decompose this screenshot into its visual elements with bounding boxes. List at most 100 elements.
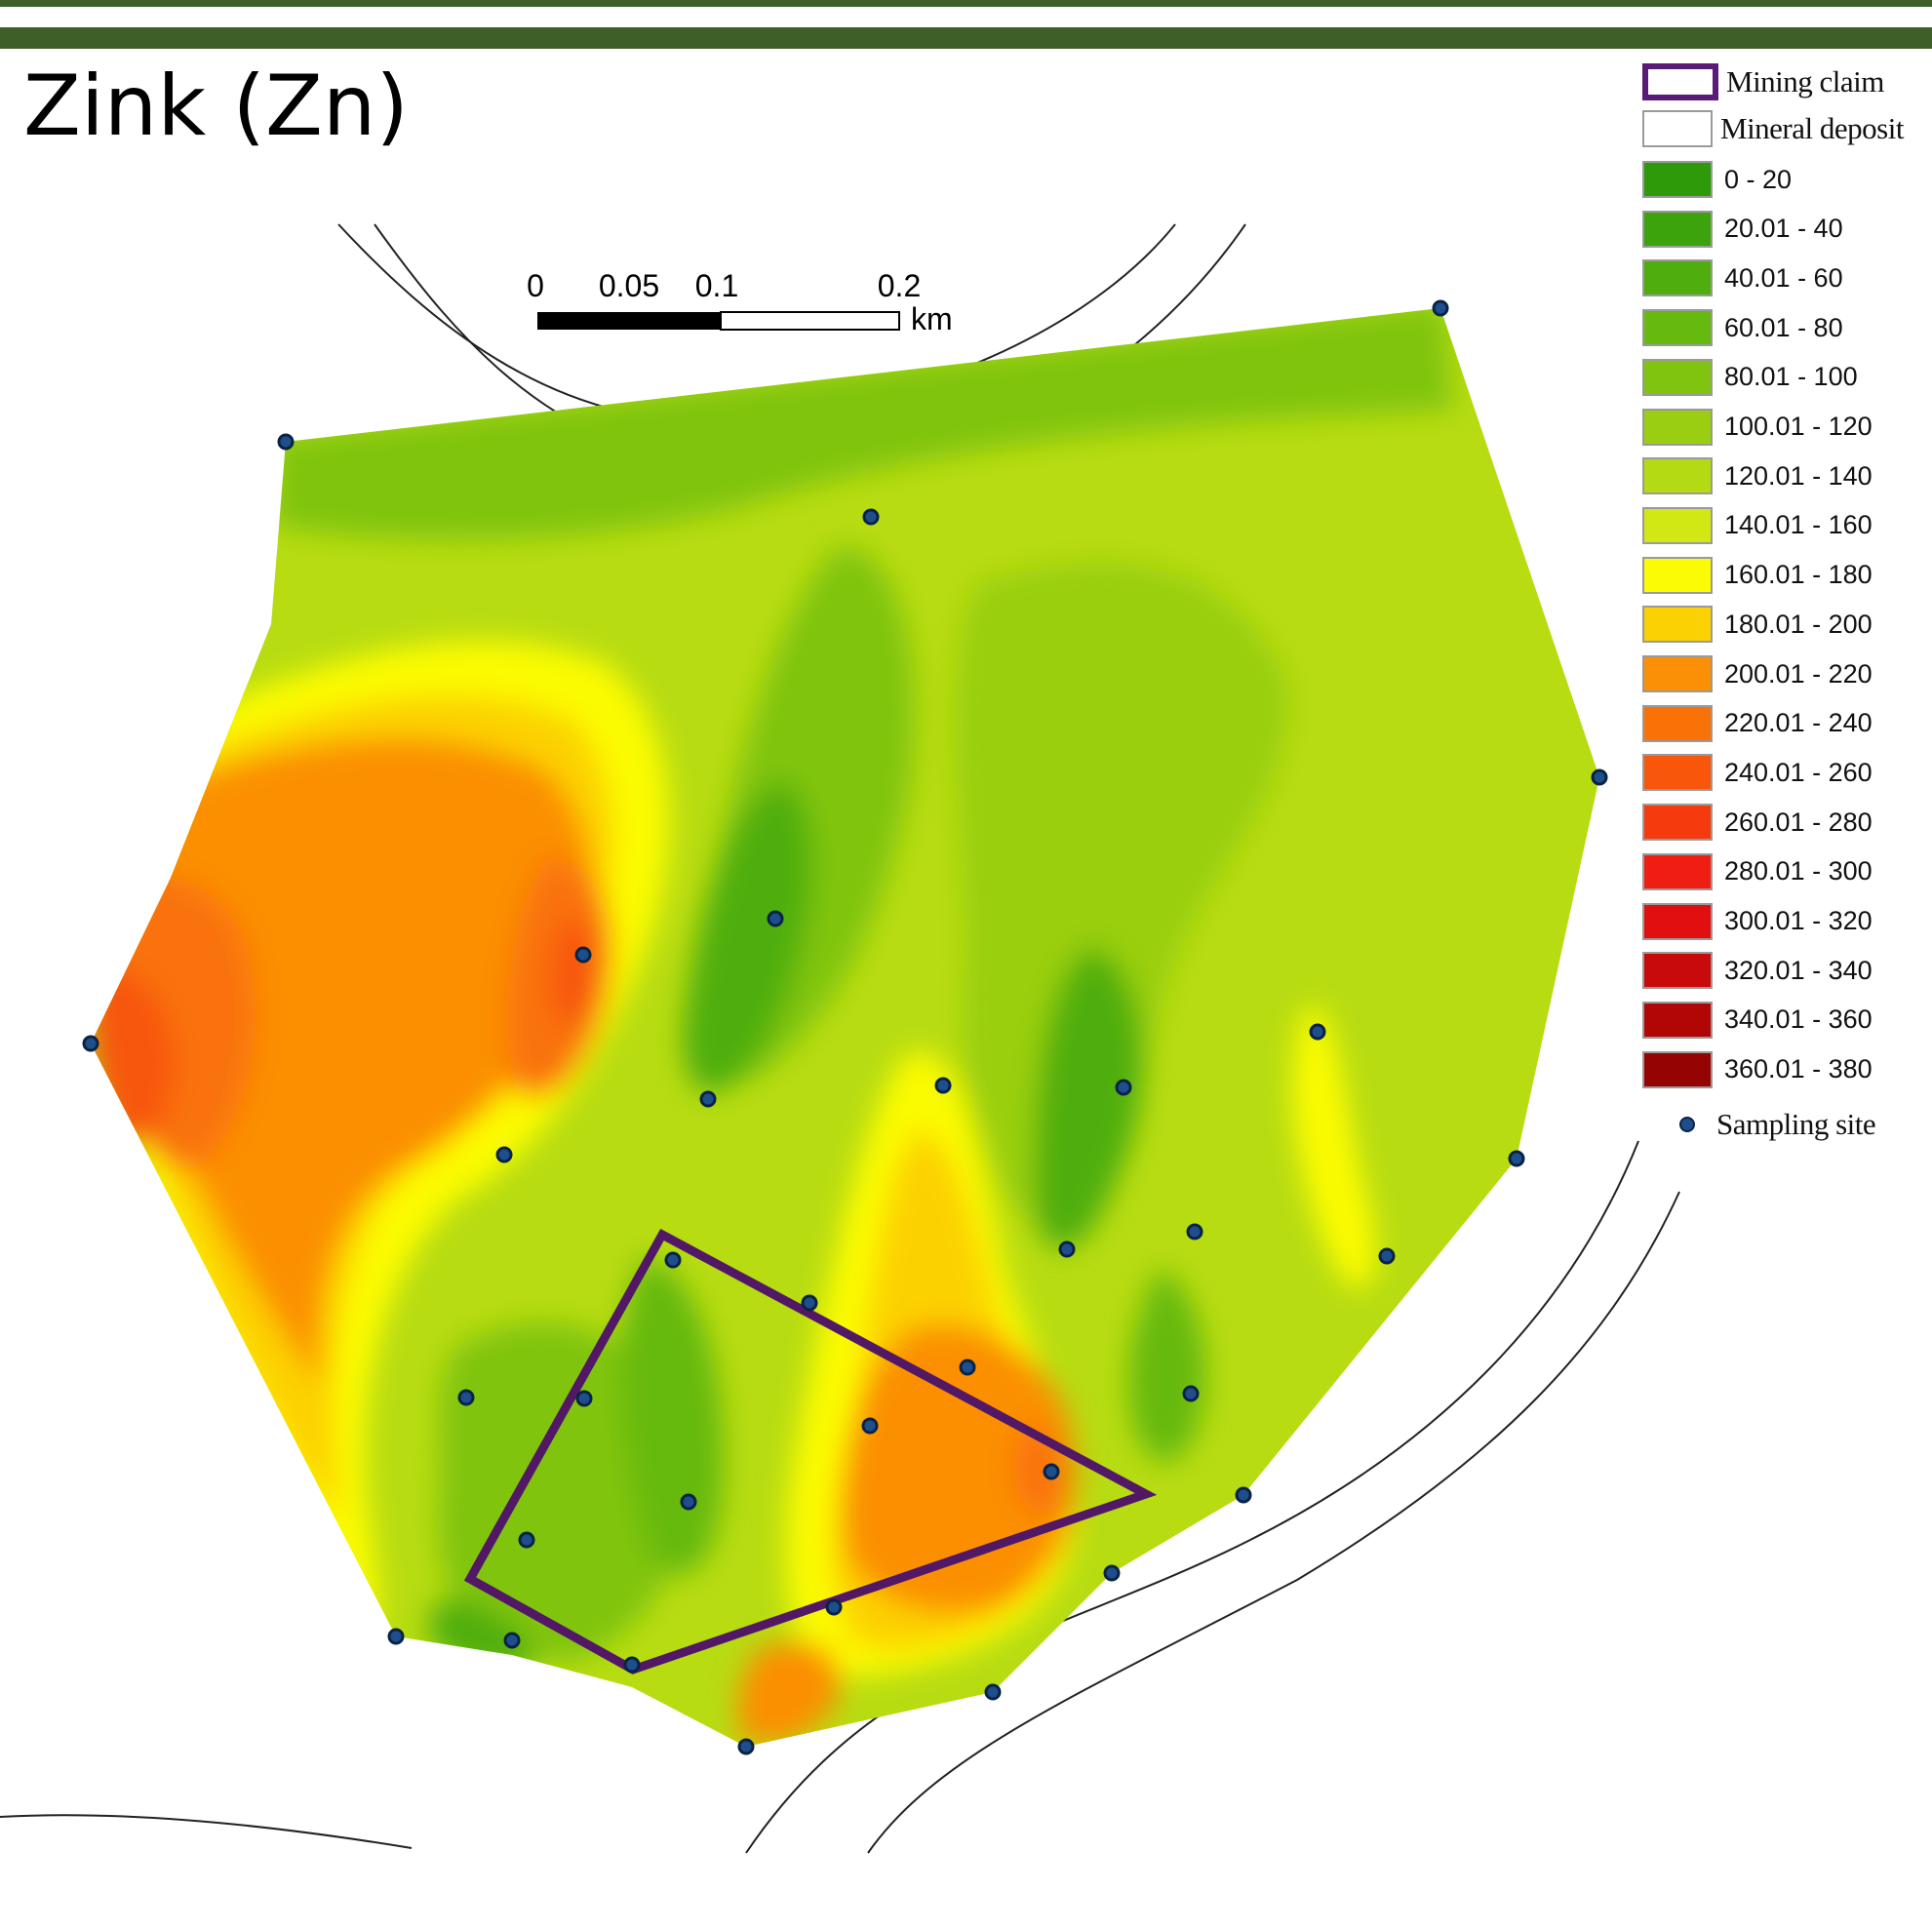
sampling-site[interactable] <box>1182 1385 1200 1402</box>
legend-label-class: 160.01 - 180 <box>1724 560 1873 590</box>
legend-item-class: 40.01 - 60 <box>1642 256 1843 299</box>
sampling-site[interactable] <box>984 1683 1002 1701</box>
legend-swatch-mining-claim <box>1642 63 1718 100</box>
sampling-site[interactable] <box>82 1035 99 1052</box>
sampling-site[interactable] <box>277 433 295 451</box>
scale-tick-0-2: 0.2 <box>878 268 921 303</box>
sampling-site[interactable] <box>1378 1247 1396 1265</box>
sampling-site[interactable] <box>387 1628 405 1645</box>
legend-item-class: 300.01 - 320 <box>1642 900 1873 943</box>
legend-item-class: 0 - 20 <box>1642 158 1792 201</box>
sampling-site[interactable] <box>1432 299 1449 317</box>
legend-label-class: 20.01 - 40 <box>1724 214 1843 244</box>
zone-central-green-core <box>683 780 812 1092</box>
top-banner <box>0 0 1932 49</box>
sampling-site[interactable] <box>1103 1564 1121 1582</box>
legend-item-class: 320.01 - 340 <box>1642 949 1873 992</box>
legend-item-class: 160.01 - 180 <box>1642 554 1873 597</box>
sampling-site[interactable] <box>1058 1241 1076 1258</box>
legend-swatch-class <box>1642 952 1713 990</box>
sampling-site[interactable] <box>1591 768 1608 786</box>
legend-item-class: 20.01 - 40 <box>1642 208 1843 251</box>
sampling-site[interactable] <box>699 1090 717 1108</box>
legend-swatch-class <box>1642 556 1713 594</box>
legend-item-class: 220.01 - 240 <box>1642 702 1873 745</box>
sampling-site[interactable] <box>1309 1023 1326 1041</box>
sampling-site[interactable] <box>457 1389 475 1406</box>
sampling-site[interactable] <box>495 1146 513 1163</box>
legend-item-class: 140.01 - 160 <box>1642 504 1873 547</box>
legend-label-class: 40.01 - 60 <box>1724 262 1843 293</box>
zone-south-orange <box>737 1641 841 1744</box>
legend-label-mining-claim: Mining claim <box>1726 64 1884 98</box>
zinc-surface <box>91 308 1599 1747</box>
legend-swatch-class <box>1642 655 1713 692</box>
zone-east-green <box>955 562 1288 1229</box>
sampling-site[interactable] <box>623 1656 641 1674</box>
sampling-site[interactable] <box>737 1738 755 1755</box>
legend-item-class: 100.01 - 120 <box>1642 406 1873 449</box>
sampling-site[interactable] <box>861 1417 879 1435</box>
sampling-site[interactable] <box>574 946 592 964</box>
sampling-site[interactable] <box>1235 1486 1252 1504</box>
legend-label-class: 220.01 - 240 <box>1724 708 1873 738</box>
legend-item-sampling-site: Sampling site <box>1642 1103 1876 1146</box>
legend-item-mining-claim: Mining claim <box>1642 60 1884 103</box>
legend-swatch-class <box>1642 902 1713 940</box>
legend-label-mineral-deposit: Mineral deposit <box>1720 111 1904 145</box>
legend-label-class: 140.01 - 160 <box>1724 510 1873 540</box>
sampling-site[interactable] <box>959 1359 976 1376</box>
legend-swatch-class <box>1642 506 1713 544</box>
banner-stripe-top <box>0 0 1932 7</box>
sampling-site[interactable] <box>664 1251 682 1269</box>
legend-swatch-class <box>1642 606 1713 644</box>
legend-label-class: 360.01 - 380 <box>1724 1054 1873 1084</box>
sampling-site[interactable] <box>767 910 784 927</box>
sampling-site[interactable] <box>862 508 880 526</box>
legend-swatch-class <box>1642 457 1713 495</box>
legend-swatch-class <box>1642 754 1713 792</box>
sampling-site[interactable] <box>825 1598 843 1616</box>
legend-label-class: 340.01 - 360 <box>1724 1004 1873 1035</box>
sampling-site[interactable] <box>1115 1079 1132 1096</box>
legend-item-class: 240.01 - 260 <box>1642 751 1873 794</box>
legend-swatch-class <box>1642 704 1713 742</box>
sampling-site[interactable] <box>503 1632 521 1649</box>
road-line-southeast-outer <box>867 1191 1680 1854</box>
legend-item-class: 280.01 - 300 <box>1642 850 1873 893</box>
scale-bar: 0 0.05 0.1 0.2 km <box>527 268 953 336</box>
zone-southeast-green-core <box>1128 1268 1206 1463</box>
legend-label-class: 100.01 - 120 <box>1724 412 1873 441</box>
sampling-site[interactable] <box>575 1390 593 1407</box>
legend-swatch-class <box>1642 408 1713 446</box>
legend-swatch-class <box>1642 852 1713 890</box>
scale-tick-0: 0 <box>527 268 544 303</box>
map-title: Zink (Zn) <box>23 58 409 155</box>
sampling-site[interactable] <box>518 1531 535 1549</box>
sampling-site[interactable] <box>934 1077 952 1094</box>
sampling-site[interactable] <box>680 1493 697 1511</box>
legend-label-class: 80.01 - 100 <box>1724 362 1858 392</box>
scale-tick-0-1: 0.1 <box>695 268 738 303</box>
scale-bar-black-segment <box>537 312 721 330</box>
sampling-site[interactable] <box>1043 1463 1060 1480</box>
zone-east-green-core <box>1034 946 1144 1248</box>
legend-item-mineral-deposit: Mineral deposit <box>1642 107 1904 150</box>
sampling-site[interactable] <box>801 1294 818 1312</box>
sampling-site[interactable] <box>1186 1223 1203 1241</box>
legend-item-class: 120.01 - 140 <box>1642 454 1873 497</box>
legend-item-class: 60.01 - 80 <box>1642 306 1843 349</box>
legend-item-class: 200.01 - 220 <box>1642 652 1873 695</box>
scale-unit: km <box>911 301 953 336</box>
zone-east-yellow-strip <box>1292 1004 1376 1289</box>
legend-label-class: 200.01 - 220 <box>1724 658 1873 689</box>
legend-item-class: 80.01 - 100 <box>1642 356 1858 399</box>
legend-swatch-class <box>1642 259 1713 297</box>
legend-item-class: 340.01 - 360 <box>1642 999 1873 1042</box>
legend-item-class: 180.01 - 200 <box>1642 603 1873 646</box>
legend-swatch-class <box>1642 210 1713 248</box>
legend-swatch-class <box>1642 309 1713 347</box>
legend-swatch-mineral-deposit <box>1642 110 1713 147</box>
sampling-site[interactable] <box>1508 1150 1525 1167</box>
